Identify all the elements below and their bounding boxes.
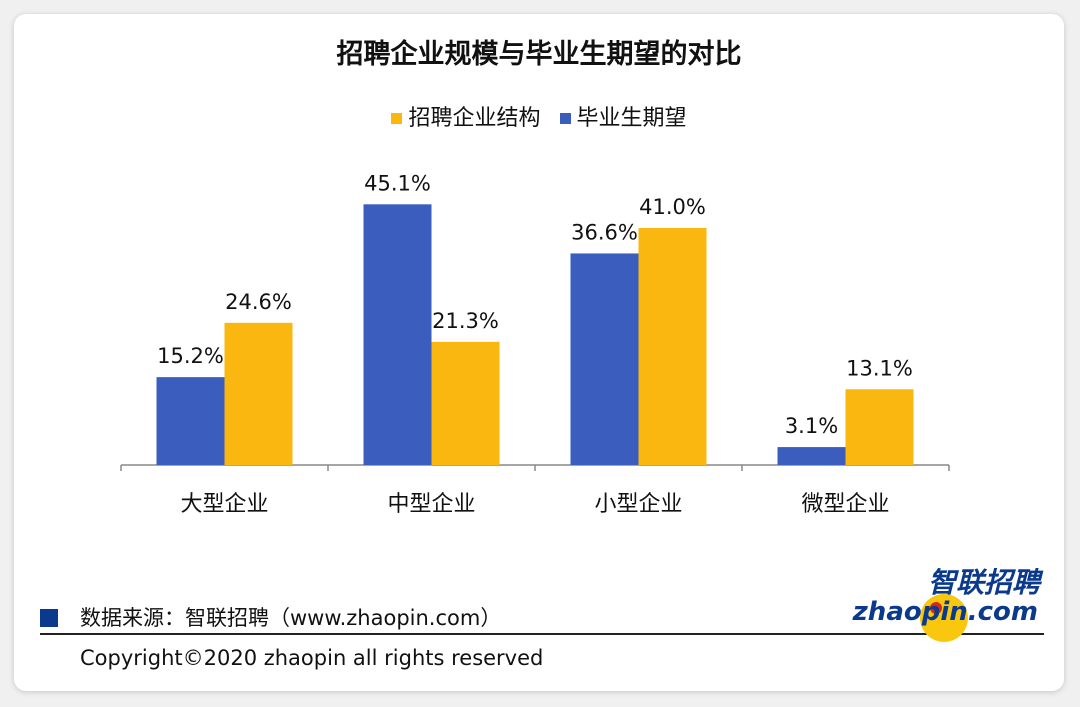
data-label-expectation-1: 45.1%: [364, 171, 431, 195]
data-label-enterprise-0: 24.6%: [225, 290, 292, 314]
footer-divider: [40, 633, 1044, 635]
legend-label-expectation: 毕业生期望: [576, 106, 687, 131]
source-marker: [40, 609, 58, 627]
bar-expectation-1: [363, 204, 432, 465]
zhaopin-logo: 智联招聘 zhaopin.com: [852, 566, 1044, 642]
logo-dot: [930, 602, 942, 614]
category-label-0: 大型企业: [180, 492, 268, 517]
data-source: 数据来源：智联招聘（www.zhaopin.com）: [40, 602, 501, 632]
bar-enterprise-0: [224, 322, 293, 465]
chart-card: 招聘企业规模与毕业生期望的对比 招聘企业结构 毕业生期望 15.2% 24.6% 大…: [14, 14, 1064, 691]
category-label-1: 中型企业: [387, 492, 475, 517]
legend-swatch-enterprise: [391, 113, 403, 124]
legend-item-expectation: 毕业生期望: [559, 100, 687, 132]
legend-label-enterprise: 招聘企业结构: [408, 106, 541, 131]
data-label-expectation-0: 15.2%: [157, 344, 224, 368]
data-label-enterprise-1: 21.3%: [432, 309, 499, 333]
bar-expectation-2: [570, 253, 639, 465]
category-label-3: 微型企业: [801, 492, 889, 517]
bar-expectation-3: [777, 447, 846, 465]
logo-cn-text: 智联招聘: [928, 566, 1044, 599]
chart-legend: 招聘企业结构 毕业生期望: [14, 100, 1064, 132]
data-label-expectation-3: 3.1%: [785, 414, 838, 438]
legend-swatch-expectation: [559, 113, 571, 124]
data-label-enterprise-2: 41.0%: [639, 195, 706, 219]
bar-chart: 15.2% 24.6% 大型企业 45.1% 21.3% 中型企业 36.6%41.0% 小型…: [120, 171, 950, 517]
bar-enterprise-1: [431, 341, 500, 465]
bar-enterprise-2: [638, 228, 707, 465]
copyright-text: Copyright©2020 zhaopin all rights reserv…: [80, 646, 544, 670]
legend-item-enterprise: 招聘企业结构: [391, 100, 541, 132]
logo-en-text: zhaopin.com: [852, 597, 1038, 627]
data-label-enterprise-3: 13.1%: [846, 356, 913, 380]
bar-enterprise-3: [845, 389, 914, 465]
chart-title: 招聘企业规模与毕业生期望的对比: [336, 39, 742, 70]
data-source-text: 数据来源：智联招聘（www.zhaopin.com）: [80, 606, 502, 630]
category-label-2: 小型企业: [594, 492, 682, 517]
data-label-expectation-2: 36.6%: [571, 220, 638, 244]
bar-expectation-0: [156, 377, 225, 465]
